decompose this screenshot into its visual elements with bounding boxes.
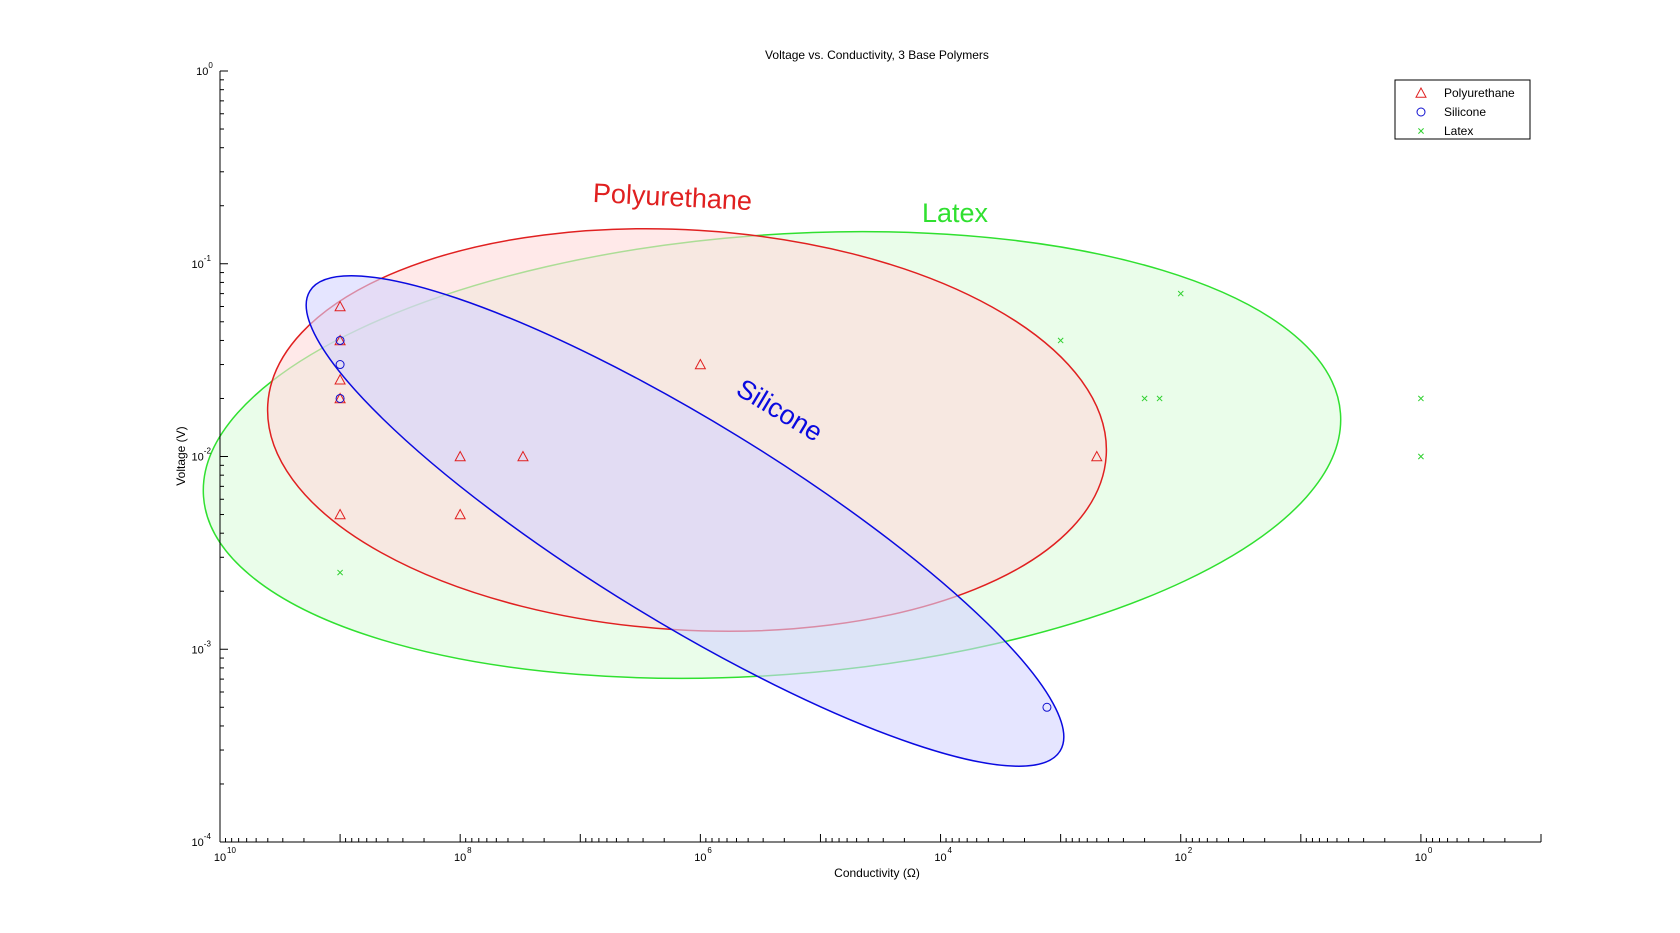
latex-data-point bbox=[1417, 395, 1424, 402]
y-axis-label: Voltage (V) bbox=[174, 426, 188, 485]
x-tick-label: 10 bbox=[934, 852, 946, 864]
polyurethane-legend-marker bbox=[1415, 86, 1427, 98]
polyurethane-data-point bbox=[334, 508, 346, 520]
polyurethane-data-point bbox=[454, 508, 467, 520]
silicone-legend-label: Silicone bbox=[1444, 105, 1486, 119]
x-tick-exponent: 6 bbox=[707, 846, 712, 855]
polyurethane-data-point bbox=[454, 450, 467, 462]
latex-legend-label: Latex bbox=[1444, 124, 1473, 138]
y-tick-exponent: -2 bbox=[204, 447, 212, 456]
axes bbox=[219, 70, 1542, 843]
polyurethane-data-point bbox=[334, 300, 346, 312]
polyurethane-data-point bbox=[1090, 450, 1103, 462]
y-tick-exponent: 0 bbox=[208, 61, 213, 70]
polyurethane-data-point bbox=[334, 373, 346, 385]
y-tick-exponent: -1 bbox=[204, 254, 212, 263]
polyurethane-region-label: Polyurethane bbox=[592, 178, 752, 216]
polyurethane-data-point bbox=[694, 358, 707, 370]
y-tick-label: 10 bbox=[192, 644, 204, 656]
latex-data-point bbox=[1057, 337, 1064, 344]
x-tick-label: 10 bbox=[1175, 852, 1187, 864]
region-ellipses bbox=[202, 227, 1342, 767]
latex-data-point bbox=[1177, 290, 1184, 297]
silicone-legend-marker bbox=[1416, 107, 1426, 117]
x-tick-exponent: 0 bbox=[1428, 846, 1433, 855]
x-tick-exponent: 2 bbox=[1188, 846, 1193, 855]
y-tick-label: 10 bbox=[196, 66, 208, 78]
data-points bbox=[334, 290, 1424, 712]
latex-data-point bbox=[1417, 453, 1424, 460]
x-tick-label: 10 bbox=[454, 852, 466, 864]
silicone-data-point bbox=[335, 335, 345, 345]
latex-data-point bbox=[1141, 395, 1148, 402]
silicone-data-point bbox=[335, 360, 345, 370]
legend: Polyurethane Silicone Latex bbox=[1394, 79, 1531, 140]
polyurethane-data-point bbox=[517, 450, 529, 462]
x-tick-label: 10 bbox=[694, 852, 706, 864]
x-tick-exponent: 10 bbox=[227, 846, 236, 855]
silicone-data-point bbox=[335, 393, 345, 403]
x-tick-label: 10 bbox=[1415, 852, 1427, 864]
y-tick-label: 10 bbox=[192, 452, 204, 464]
latex-legend-marker bbox=[1418, 128, 1424, 134]
y-tick-exponent: -3 bbox=[204, 639, 212, 648]
latex-region-label: Latex bbox=[922, 198, 989, 228]
latex-data-point bbox=[1156, 395, 1163, 402]
x-tick-label: 10 bbox=[214, 852, 226, 864]
chart-title: Voltage vs. Conductivity, 3 Base Polymer… bbox=[765, 48, 989, 62]
y-tick-exponent: -4 bbox=[204, 832, 212, 841]
x-tick-exponent: 4 bbox=[948, 846, 953, 855]
y-tick-label: 10 bbox=[192, 259, 204, 271]
latex-data-point bbox=[337, 569, 344, 576]
y-tick-label: 10 bbox=[192, 837, 204, 849]
x-tick-exponent: 8 bbox=[467, 846, 472, 855]
x-axis-label: Conductivity (Ω) bbox=[834, 866, 920, 880]
silicone-data-point bbox=[1042, 702, 1052, 712]
polyurethane-legend-label: Polyurethane bbox=[1444, 86, 1515, 100]
silicone-region-ellipse bbox=[305, 275, 1065, 767]
